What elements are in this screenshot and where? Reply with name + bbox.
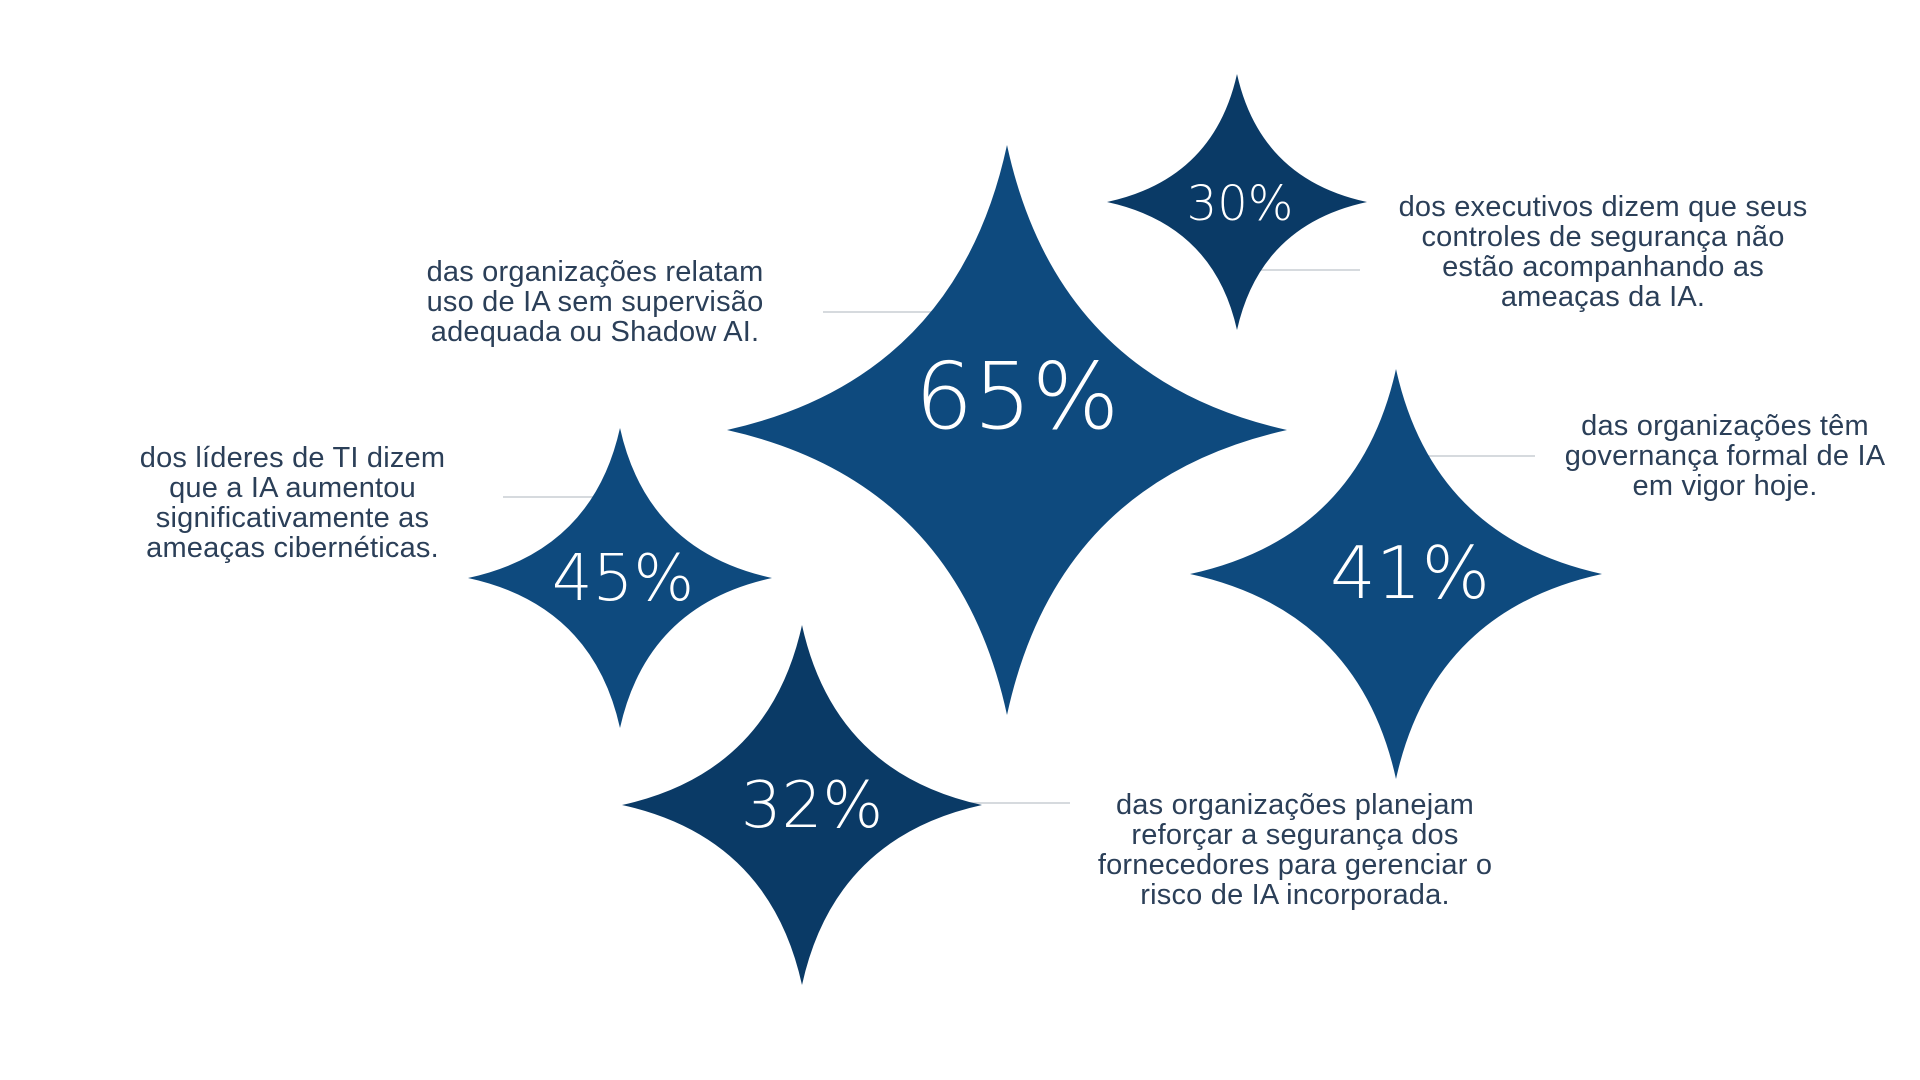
star-shape-45 [468, 428, 772, 728]
stat-label-41: das organizações têm governança formal d… [1564, 410, 1886, 502]
stat-label-45: dos líderes de TI dizem que a IA aumento… [139, 442, 446, 564]
stat-label-30: dos executivos dizem que seus controles … [1398, 191, 1808, 313]
stat-label-65: das organizações relatam uso de IA sem s… [426, 256, 764, 348]
stat-value-65: 65% [915, 343, 1119, 450]
stat-value-45: 45% [552, 542, 694, 616]
stat-value-32: 32% [741, 769, 883, 843]
stat-value-30: 30% [1187, 176, 1294, 232]
stat-value-41: 41% [1330, 531, 1490, 615]
star-shape-65 [727, 145, 1287, 715]
star-shape-41 [1190, 369, 1602, 779]
star-shape-30 [1107, 74, 1367, 330]
star-shape-32 [622, 625, 982, 985]
star-shapes [468, 74, 1602, 985]
connector-lines [503, 269, 1535, 804]
stat-label-32: das organizações planejam reforçar a seg… [1097, 789, 1493, 911]
